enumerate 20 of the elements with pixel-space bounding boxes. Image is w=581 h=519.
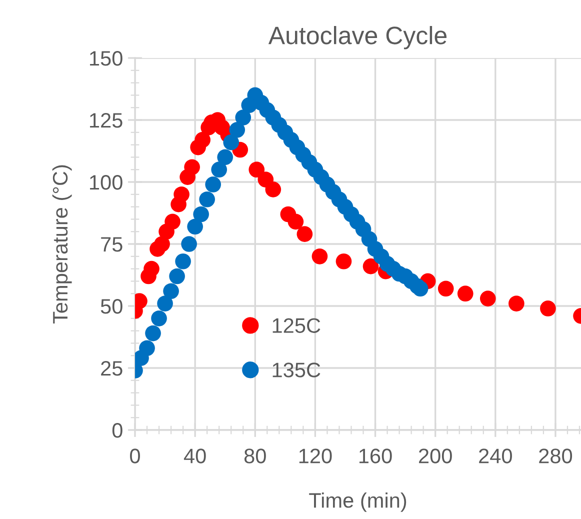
x-tick-label: 80 xyxy=(244,448,266,464)
y-tick-label: 100 xyxy=(90,175,122,190)
x-tick-label: 40 xyxy=(184,448,206,464)
y-tick-label: 150 xyxy=(90,51,122,66)
x-tick-label: 120 xyxy=(299,448,332,464)
x-tick-label: 240 xyxy=(479,448,512,464)
x-tick-label: 200 xyxy=(419,448,452,464)
y-tick-label: 75 xyxy=(101,237,122,252)
legend-label: 125C xyxy=(272,318,320,333)
chart-title: Autoclave Cycle xyxy=(268,26,447,50)
y-tick-label: 50 xyxy=(100,299,122,314)
y-tick-label: 0 xyxy=(112,423,122,438)
y-tick-label: 125 xyxy=(90,113,122,128)
y-tick-label: 25 xyxy=(101,361,122,376)
y-axis-title: Temperature (°C) xyxy=(52,165,72,324)
x-axis-title: Time (min) xyxy=(309,492,406,512)
x-tick-label: 160 xyxy=(359,448,392,464)
x-tick-label: 0 xyxy=(130,448,140,464)
x-tick-label: 280 xyxy=(539,448,572,464)
legend-label: 135C xyxy=(272,362,320,378)
